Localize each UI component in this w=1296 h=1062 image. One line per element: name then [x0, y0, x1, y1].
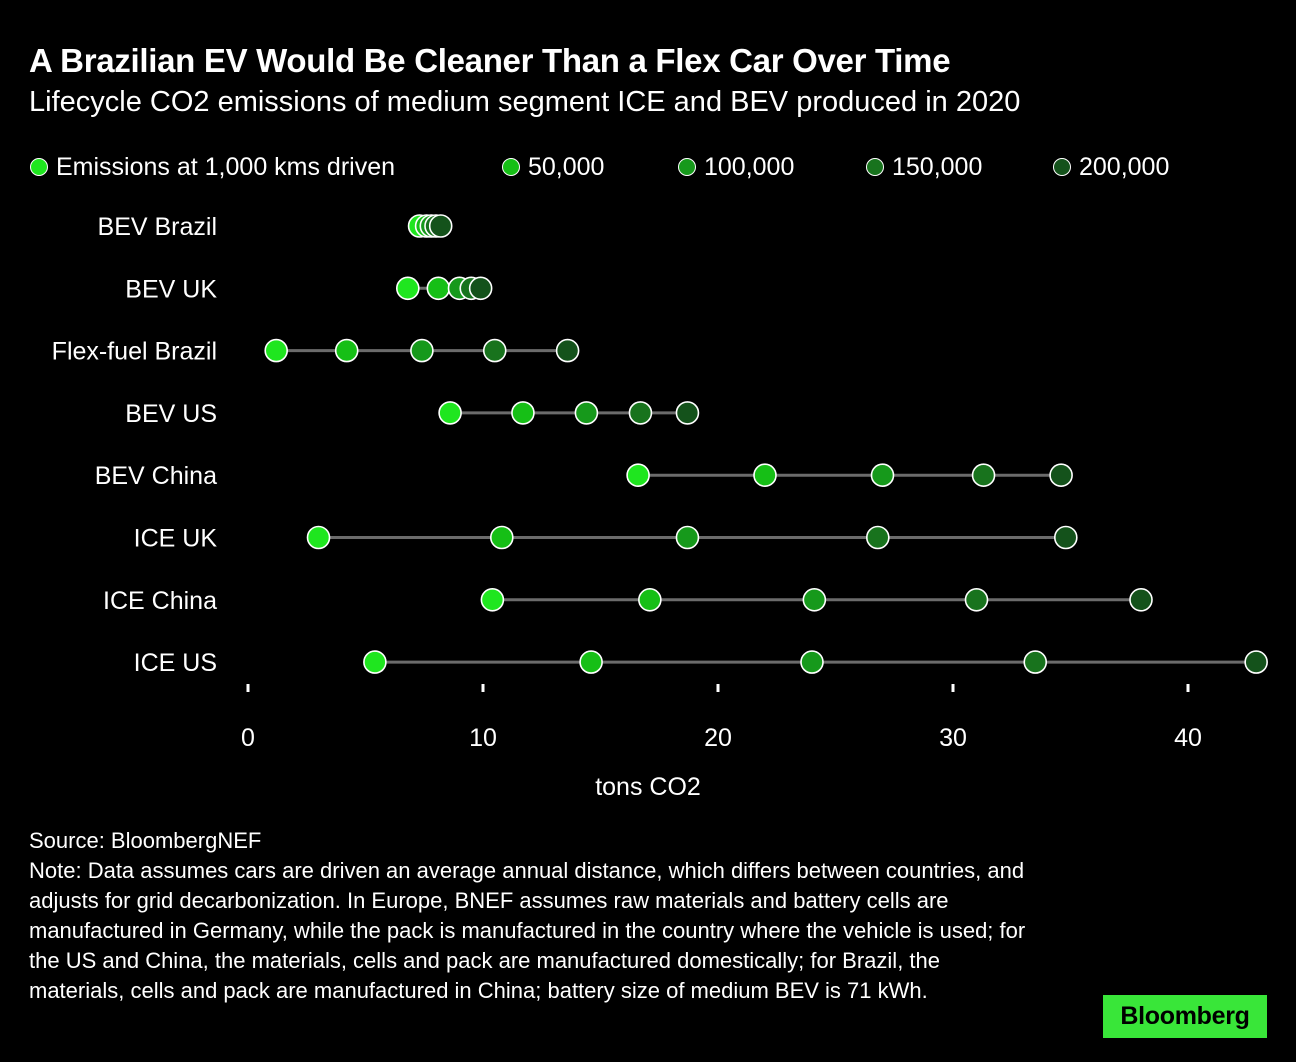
x-tick-label-20: 20	[704, 724, 732, 752]
dot-ice-china-50-000	[638, 587, 662, 612]
legend-swatch-50000	[502, 158, 520, 176]
row-label-ice-uk: ICE UK	[134, 525, 218, 553]
legend-swatch-200000	[1053, 158, 1071, 176]
legend-item-1000km: Emissions at 1,000 kms driven	[30, 150, 395, 184]
dot-bev-uk-50-000	[426, 276, 451, 301]
chart-title: A Brazilian EV Would Be Cleaner Than a F…	[29, 42, 951, 79]
dot-ice-uk-50-000	[489, 525, 514, 550]
legend-item-100000: 100,000	[678, 150, 794, 184]
chart-subtitle: Lifecycle CO2 emissions of medium segmen…	[29, 86, 1021, 118]
row-label-bev-uk: BEV UK	[125, 275, 217, 303]
dot-flex-fuel-brazil-150-000	[482, 338, 507, 363]
row-label-ice-china: ICE China	[103, 587, 217, 615]
dot-ice-uk-100-000	[675, 525, 700, 550]
dot-plot-chart: BEV Brazil BEV UK Flex-fuel Brazil BEV US BE…	[52, 213, 1268, 801]
legend-item-50000: 50,000	[502, 150, 604, 184]
dot-ice-china-emissions-at-1-000-kms-driven	[480, 587, 505, 612]
dot-bev-china-200-000	[1049, 463, 1073, 488]
row-label-flex-fuel-brazil: Flex-fuel Brazil	[52, 338, 217, 366]
legend-item-150000: 150,000	[866, 150, 982, 184]
legend-swatch-1000km	[30, 158, 48, 176]
dot-ice-china-150-000	[964, 587, 989, 612]
source-line: Source: BloombergNEF	[29, 828, 262, 853]
bloomberg-logo: Bloomberg	[1103, 995, 1267, 1038]
dot-ice-us-200-000	[1244, 650, 1268, 674]
legend-label-50000: 50,000	[528, 152, 605, 181]
dot-ice-us-100-000	[800, 650, 824, 674]
dot-ice-china-200-000	[1129, 587, 1153, 612]
x-tick-label-40: 40	[1174, 724, 1202, 752]
row-label-bev-china: BEV China	[95, 462, 217, 490]
dot-ice-us-emissions-at-1-000-kms-driven	[363, 650, 387, 674]
x-tick-label-10: 10	[469, 724, 497, 752]
dot-bev-uk-200-000	[468, 276, 493, 301]
dot-flex-fuel-brazil-50-000	[334, 338, 359, 363]
dot-ice-uk-150-000	[865, 525, 890, 550]
dot-ice-us-150-000	[1023, 650, 1048, 674]
legend-item-200000: 200,000	[1053, 150, 1169, 184]
dot-bev-us-150-000	[628, 401, 653, 425]
dot-bev-china-150-000	[971, 463, 996, 488]
legend-label-100000: 100,000	[704, 152, 795, 181]
dot-bev-us-100-000	[574, 401, 599, 425]
legend-swatch-150000	[866, 158, 884, 176]
dot-bev-china-100-000	[870, 463, 895, 488]
legend-swatch-100000	[678, 158, 696, 176]
dot-ice-us-50-000	[579, 650, 603, 674]
row-label-bev-us: BEV US	[125, 400, 217, 428]
legend-label-1000km: Emissions at 1,000 kms driven	[56, 152, 396, 181]
x-tick-label-0: 0	[241, 724, 255, 752]
x-tick-label-30: 30	[939, 724, 967, 752]
dot-bev-uk-emissions-at-1-000-kms-driven	[395, 276, 420, 301]
dot-bev-china-emissions-at-1-000-kms-driven	[626, 463, 650, 488]
dot-bev-brazil-200-000	[428, 214, 453, 238]
source-notes: Source: BloombergNEF Note: Data assumes …	[29, 826, 1039, 1006]
row-label-bev-brazil: BEV Brazil	[98, 213, 217, 241]
dot-bev-us-50-000	[511, 401, 535, 425]
dot-ice-uk-200-000	[1054, 525, 1078, 550]
legend-label-150000: 150,000	[892, 152, 983, 181]
legend: Emissions at 1,000 kms driven 50,000 100…	[30, 150, 1270, 184]
dot-flex-fuel-brazil-100-000	[410, 338, 434, 363]
dot-bev-china-50-000	[753, 463, 777, 488]
dot-bev-us-emissions-at-1-000-kms-driven	[438, 401, 462, 425]
legend-label-200000: 200,000	[1079, 152, 1170, 181]
row-label-ice-us: ICE US	[134, 649, 217, 677]
dot-ice-china-100-000	[802, 587, 827, 612]
dot-flex-fuel-brazil-emissions-at-1-000-kms-driven	[264, 338, 289, 363]
dot-ice-uk-emissions-at-1-000-kms-driven	[306, 525, 331, 550]
x-axis-label: tons CO2	[595, 773, 701, 801]
dot-flex-fuel-brazil-200-000	[555, 338, 580, 363]
dot-bev-us-200-000	[675, 401, 700, 425]
note-text: Note: Data assumes cars are driven an av…	[29, 858, 1026, 1003]
